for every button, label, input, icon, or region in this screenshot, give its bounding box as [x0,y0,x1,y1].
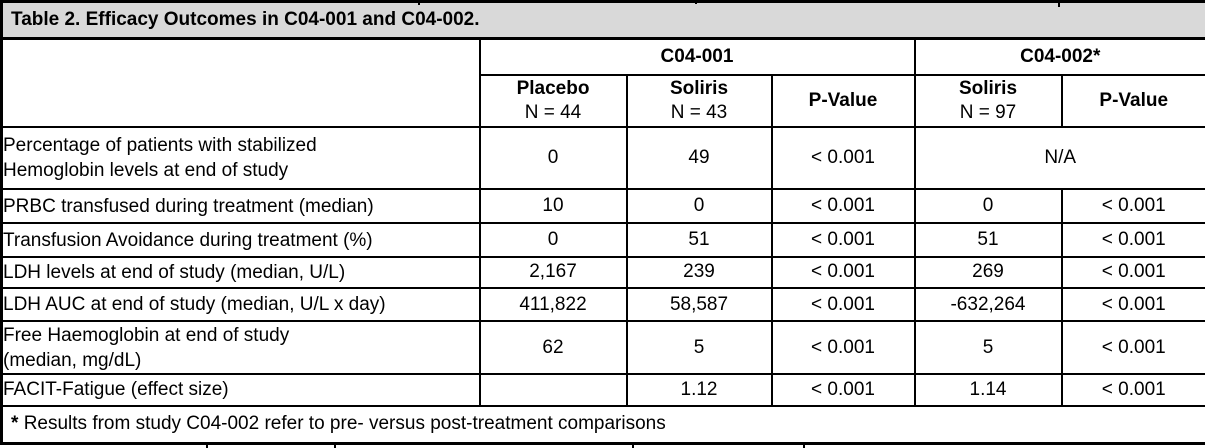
table-row: Free Haemoglobin at end of study (median… [0,320,1205,376]
table-row: Percentage of patients with stabilized H… [0,126,1205,191]
treatment-name: Placebo [516,78,590,100]
row-label: Percentage of patients with stabilized H… [0,126,481,191]
cell-value: 49 [625,126,773,191]
row-label: Free Haemoglobin at end of study (median… [0,320,481,376]
cell-value: < 0.001 [770,255,916,290]
row-label: PRBC transfused during treatment (median… [0,188,481,225]
sample-size: N = 97 [959,102,1017,124]
cell-value: < 0.001 [770,287,916,323]
cell-value: 51 [913,222,1063,258]
cell-value: 51 [625,222,773,258]
crop-artifact-divider [418,0,420,5]
cell-value: < 0.001 [1060,188,1205,225]
column-header-pvalue-c04-001: P-Value [770,73,916,129]
column-header-soliris-c04-002: Soliris N = 97 [913,73,1063,129]
table-title-row: Table 2. Efficacy Outcomes in C04-001 an… [0,0,1205,41]
column-header-placebo: Placebo N = 44 [478,73,628,129]
cell-value-merged: N/A [913,126,1205,191]
column-header-row: Placebo N = 44 Soliris N = 43 P-Value So… [2,73,1205,129]
cell-value: 5 [625,320,773,376]
table-row: LDH levels at end of study (median, U/L)… [0,255,1205,290]
row-label: LDH levels at end of study (median, U/L) [0,255,481,290]
row-label: LDH AUC at end of study (median, U/L x d… [0,287,481,323]
column-group-c04-002: C04-002* [913,37,1205,76]
table-row: FACIT-Fatigue (effect size) 1.12 < 0.001… [0,373,1205,407]
column-group-c04-001: C04-001 [478,37,916,76]
cell-value: 5 [913,320,1063,376]
table-row: Transfusion Avoidance during treatment (… [0,222,1205,258]
crop-artifact-divider [695,0,697,4]
table-title: Table 2. Efficacy Outcomes in C04-001 an… [0,0,1205,41]
cell-value: 0 [478,126,628,191]
cell-value: < 0.001 [1060,255,1205,290]
crop-artifact-divider [632,445,634,448]
cell-value: 10 [478,188,628,225]
crop-artifact-divider [334,445,336,448]
cell-value: 1.12 [625,373,773,407]
table-row: PRBC transfused during treatment (median… [0,188,1205,225]
cell-value: < 0.001 [1060,320,1205,376]
cell-value: 239 [625,255,773,290]
cell-value: < 0.001 [770,126,916,191]
cell-value: < 0.001 [770,188,916,225]
cell-value: < 0.001 [770,373,916,407]
column-header-pvalue-c04-002: P-Value [1060,73,1205,129]
crop-artifact-divider [1058,0,1060,7]
sample-size: N = 43 [670,102,728,124]
cell-value: 0 [625,188,773,225]
table-row: LDH AUC at end of study (median, U/L x d… [0,287,1205,323]
crop-artifact-divider [206,445,208,448]
crop-artifact-divider [803,445,805,448]
cell-value: < 0.001 [1060,373,1205,407]
treatment-name: Soliris [669,78,729,100]
row-label: Transfusion Avoidance during treatment (… [0,222,481,258]
cell-value: 0 [913,188,1063,225]
treatment-name: P-Value [1099,90,1169,112]
treatment-name: P-Value [808,90,878,112]
cell-value: 0 [478,222,628,258]
cell-value: < 0.001 [1060,287,1205,323]
cell-value: 62 [478,320,628,376]
footnote-marker: * [11,413,19,435]
footnote-text: Results from study C04-002 refer to pre-… [23,413,666,435]
cell-value: 1.14 [913,373,1063,407]
cell-value: 58,587 [625,287,773,323]
column-header-soliris-c04-001: Soliris N = 43 [625,73,773,129]
cell-value: -632,264 [913,287,1063,323]
cell-value: < 0.001 [1060,222,1205,258]
cell-value: < 0.001 [770,222,916,258]
cell-value: < 0.001 [770,320,916,376]
column-group-header-row: C04-001 C04-002* [0,37,1205,129]
footnote: * Results from study C04-002 refer to pr… [0,404,1205,445]
cell-value: 269 [913,255,1063,290]
footnote-row: * Results from study C04-002 refer to pr… [0,404,1205,445]
sample-size: N = 44 [524,102,582,124]
row-label: FACIT-Fatigue (effect size) [0,373,481,407]
treatment-name: Soliris [958,78,1018,100]
row-header-spacer-cell [0,37,481,129]
cell-value-empty [478,373,628,407]
cell-value: 2,167 [478,255,628,290]
cell-value: 411,822 [478,287,628,323]
